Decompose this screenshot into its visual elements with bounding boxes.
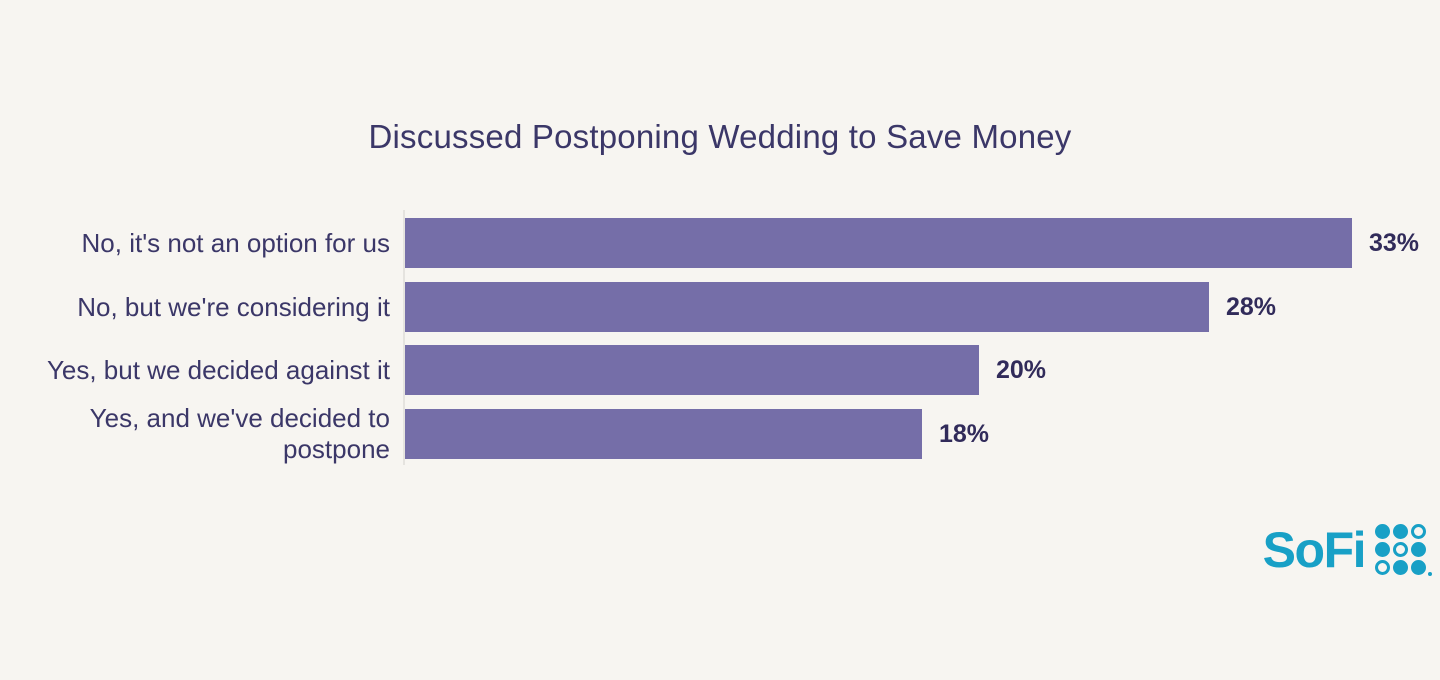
sofi-wordmark: SoFi — [1262, 521, 1367, 578]
dot-outline — [1411, 524, 1426, 539]
sofi-dots-icon — [1375, 524, 1432, 576]
value-label: 28% — [1226, 292, 1277, 321]
bar-chart: No, it's not an option for us 33% No, but … — [0, 210, 1440, 478]
bar — [405, 409, 922, 459]
trademark-dot — [1428, 572, 1432, 576]
category-label: No, but we're considering it — [77, 291, 390, 322]
dot-filled — [1375, 542, 1390, 557]
dot-filled — [1375, 524, 1390, 539]
y-axis-line — [403, 210, 405, 465]
dot-filled — [1393, 524, 1408, 539]
category-label: No, it's not an option for us — [81, 227, 390, 258]
dot-outline — [1375, 560, 1390, 575]
bar — [405, 282, 1209, 332]
dot-filled — [1411, 560, 1426, 575]
category-label: Yes, and we've decided to postpone — [89, 403, 390, 464]
category-label: Yes, but we decided against it — [46, 354, 390, 385]
value-label: 33% — [1369, 228, 1420, 257]
value-label: 20% — [996, 355, 1047, 384]
dot-filled — [1393, 560, 1408, 575]
dot-outline — [1393, 542, 1408, 557]
dot-filled — [1411, 542, 1426, 557]
bar — [405, 345, 979, 395]
bar — [405, 218, 1352, 268]
value-label: 18% — [939, 419, 990, 448]
chart-title: Discussed Postponing Wedding to Save Mon… — [368, 118, 1072, 155]
sofi-logo: SoFi — [1262, 521, 1432, 578]
